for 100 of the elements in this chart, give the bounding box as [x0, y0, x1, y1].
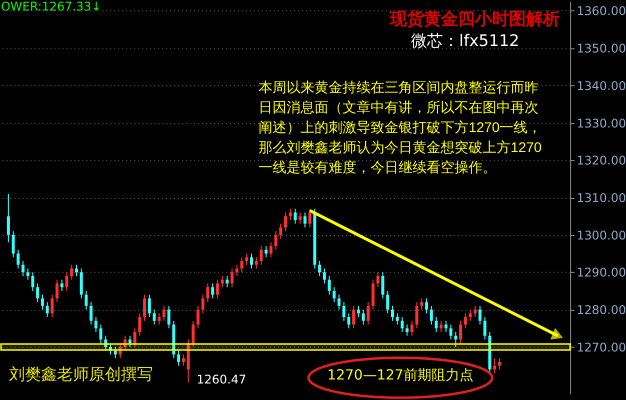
- candlestick: [498, 358, 501, 370]
- candlestick: [254, 256, 258, 270]
- candlestick: [133, 328, 136, 348]
- annotation: OWER:1267.33↓: [1, 0, 102, 14]
- candlestick: [148, 294, 151, 318]
- candlestick: [415, 302, 418, 329]
- candlestick: [250, 253, 254, 270]
- candlestick: [94, 316, 98, 333]
- candlestick: [143, 294, 146, 322]
- candlestick: [12, 230, 15, 258]
- candlestick: [342, 302, 346, 322]
- candlestick: [226, 275, 229, 288]
- candlestick: [74, 264, 78, 276]
- candlestick: [454, 332, 458, 348]
- candlestick: [347, 312, 350, 329]
- candlestick: [303, 212, 306, 228]
- candlestick: [177, 350, 180, 366]
- candlestick: [216, 279, 219, 299]
- candlestick: [152, 309, 156, 326]
- candlestick: [245, 253, 248, 266]
- candlestick: [425, 298, 428, 314]
- y-tick-label: 1330.00: [576, 116, 626, 130]
- candlestick: [478, 305, 482, 326]
- candlestick: [294, 208, 297, 224]
- y-tick-label: 1340.00: [576, 78, 626, 93]
- y-tick-label: 1320.00: [576, 154, 626, 168]
- candlestick: [410, 320, 414, 336]
- candlestick: [356, 305, 360, 318]
- candlestick: [366, 302, 370, 326]
- candlestick: [474, 305, 477, 318]
- y-tick-label: 1360.00: [576, 4, 626, 18]
- candlestick: [264, 246, 268, 258]
- candlestick: [483, 316, 486, 340]
- y-tick-label: 1350.00: [576, 42, 626, 56]
- y-tick-label: 1310.00: [576, 191, 626, 205]
- candlestick: [396, 312, 399, 326]
- candlestick: [182, 354, 185, 366]
- candlestick: [322, 268, 326, 284]
- candlestick: [464, 312, 467, 329]
- candlestick: [36, 282, 40, 303]
- candlestick: [400, 316, 404, 333]
- candlestick: [260, 246, 263, 266]
- candlestick: [56, 279, 59, 303]
- candlestick: [376, 272, 380, 288]
- candlestick: [31, 272, 34, 292]
- candlestick: [332, 286, 336, 303]
- candlestick: [196, 305, 200, 329]
- candlestick: [162, 305, 166, 322]
- candlestick: [65, 272, 68, 292]
- candlestick: [284, 212, 288, 232]
- candlestick: [468, 309, 472, 322]
- text: 微芯：lfx5112: [411, 31, 520, 50]
- candlestick: [420, 298, 424, 310]
- candlestick: [158, 312, 161, 326]
- candlestick: [167, 305, 170, 329]
- candlestick: [192, 320, 195, 348]
- candlestick: [444, 320, 448, 333]
- candlestick: [338, 294, 341, 310]
- candlestick: [114, 346, 117, 359]
- candlestick: [26, 268, 30, 280]
- candlestick: [298, 212, 302, 224]
- candlestick: [99, 324, 102, 344]
- y-tick-label: 1270.00: [576, 340, 626, 354]
- candlestick: [391, 305, 394, 322]
- candlestick: [493, 358, 496, 374]
- candlestick: [118, 342, 122, 359]
- candlestick: [16, 249, 20, 270]
- candlestick: [6, 193, 10, 243]
- candlestick: [70, 264, 74, 280]
- candlestick: [308, 208, 312, 228]
- candlestick: [124, 335, 127, 352]
- candlestick: [449, 324, 452, 340]
- candlestick: [80, 268, 83, 299]
- candlestick: [406, 324, 409, 336]
- candlestick: [372, 279, 375, 310]
- y-tick-label: 1300.00: [576, 228, 626, 242]
- text: 现货黄金四小时图解析: [389, 9, 560, 30]
- candlestick: [104, 335, 108, 352]
- candlestick: [362, 309, 365, 326]
- candlestick: [279, 223, 282, 240]
- candlestick: [90, 302, 93, 326]
- candlestick: [274, 230, 278, 250]
- candlestick: [386, 290, 390, 314]
- annotation: 1270—127前期阻力点: [327, 368, 474, 384]
- annotation: 刘樊鑫老师原创撰写: [8, 364, 153, 384]
- candlestick: [46, 302, 49, 318]
- candlestick: [230, 268, 234, 288]
- y-tick-label: 1280.00: [576, 303, 626, 318]
- candlestick: [220, 275, 224, 288]
- annotation: 1260.47: [196, 372, 246, 387]
- candlestick: [84, 290, 88, 310]
- candlestick: [128, 335, 132, 348]
- candlestick: [430, 305, 433, 326]
- candlestick: [40, 294, 44, 310]
- y-tick-label: 1290.00: [576, 266, 626, 280]
- candlestick: [50, 294, 54, 318]
- candlestick: [269, 242, 272, 258]
- candlestick: [201, 294, 204, 314]
- candlestick: [211, 282, 214, 299]
- annotation: 本周以来黄金持续在三角区间内盘整运行而昨日因消息面（文章中有讲，所以不在图中再次阐述）上的刺激导致金银打破下方1270一线，那么刘樊鑫老师认为今日黄金想突破上方1270一线是较有难度，今日继续看空操作。: [258, 79, 542, 176]
